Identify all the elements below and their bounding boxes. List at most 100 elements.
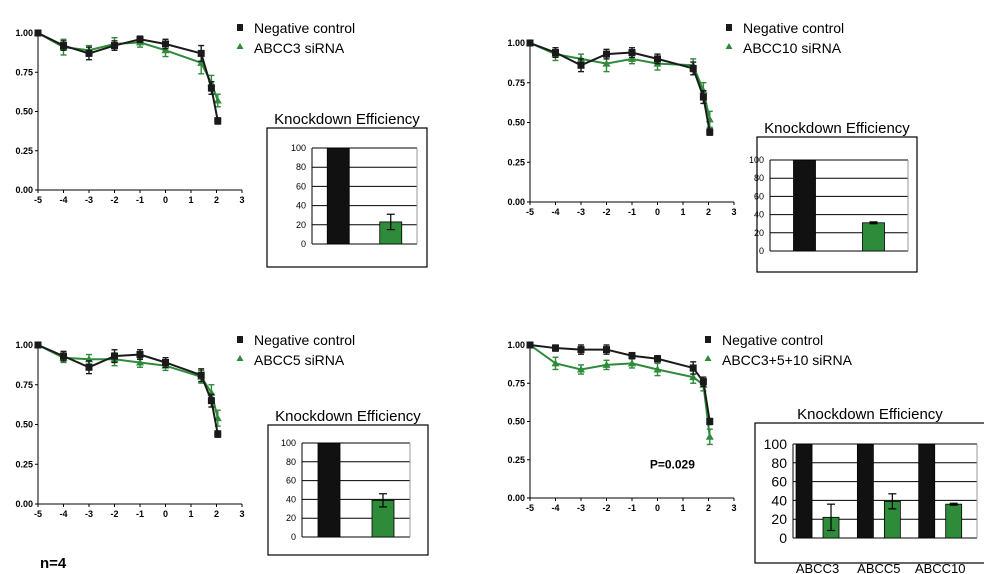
data-point: [603, 346, 610, 354]
y-tick-label: 0.75: [15, 67, 33, 77]
data-point: [552, 344, 559, 352]
x-tick-label: -3: [85, 195, 93, 205]
data-point: [689, 364, 697, 372]
data-point: [653, 365, 662, 373]
data-point: [689, 64, 697, 72]
legend-label: ABCC10 siRNA: [743, 40, 842, 56]
legend-label: Negative control: [254, 20, 355, 36]
legend-marker-treated: [236, 43, 244, 49]
knockdown-tick-label: 0: [301, 239, 306, 249]
knockdown-bar: [856, 443, 874, 539]
knockdown-tick-label: 0: [779, 530, 787, 546]
x-tick-label: 2: [214, 195, 219, 205]
data-point: [705, 432, 714, 440]
legend-label: ABCC3+5+10 siRNA: [722, 352, 853, 368]
legend-marker-treated: [725, 43, 733, 49]
knockdown-title: Knockdown Efficiency: [764, 120, 910, 137]
knockdown-bar: [317, 442, 341, 538]
x-tick-label: 0: [655, 503, 660, 513]
knockdown-tick-label: 40: [771, 492, 787, 508]
x-tick-label: -2: [602, 207, 610, 217]
legend-label: ABCC3 siRNA: [254, 40, 345, 56]
data-point: [654, 355, 661, 363]
y-tick-label: 0.00: [15, 185, 33, 195]
knockdown-tick-label: 80: [296, 162, 306, 172]
x-tick-label: 3: [731, 207, 736, 217]
y-tick-label: 0.25: [507, 455, 525, 465]
y-tick-label: 0.25: [507, 157, 525, 167]
series-line: [529, 344, 711, 437]
knockdown-frame: [267, 424, 429, 556]
data-point: [34, 29, 42, 37]
chart-panel: 0.00 0.25 0.50 0.75 1.00 -5 -4 -3 -2 -1 0 1 2 3 Negati…: [15, 332, 429, 556]
y-tick-label: 0.00: [15, 499, 33, 509]
data-point: [551, 359, 560, 367]
x-tick-label: -3: [577, 503, 585, 513]
legend-label: Negative control: [743, 20, 844, 36]
data-point: [111, 42, 118, 50]
x-tick-label: -4: [59, 509, 67, 519]
data-point: [207, 84, 215, 92]
y-tick-label: 1.00: [507, 340, 525, 350]
knockdown-category-label: ABCC5: [857, 561, 900, 574]
knockdown-tick-label: 80: [754, 173, 764, 183]
knockdown-inset: Knockdown Efficiency 0 20 40 60 80 100: [749, 120, 918, 273]
knockdown-tick-label: 20: [771, 511, 787, 527]
data-point: [111, 352, 118, 360]
data-point: [60, 352, 67, 360]
knockdown-tick-label: 60: [296, 181, 306, 191]
data-point: [85, 49, 93, 57]
knockdown-tick-label: 20: [286, 513, 296, 523]
y-tick-label: 0.50: [507, 417, 525, 427]
x-tick-label: 2: [214, 509, 219, 519]
data-point: [628, 352, 636, 360]
knockdown-tick-label: 20: [296, 220, 306, 230]
x-tick-label: -3: [85, 509, 93, 519]
knockdown-category-label: ABCC10: [915, 561, 966, 574]
knockdown-bar: [945, 503, 963, 539]
data-point: [526, 39, 534, 47]
x-tick-label: 0: [163, 195, 168, 205]
x-tick-label: 1: [680, 503, 685, 513]
data-point: [214, 117, 222, 125]
knockdown-bar: [795, 443, 813, 539]
legend-marker-control: [726, 24, 732, 31]
knockdown-bar: [918, 443, 936, 539]
x-tick-label: 0: [163, 509, 168, 519]
p-value-annotation: P=0.029: [650, 457, 695, 471]
data-point: [706, 418, 714, 425]
data-point: [197, 58, 206, 66]
sample-size-note: n=4: [40, 555, 67, 572]
knockdown-inset: Knockdown Efficiency 0 20 40 60 80 100 ABCC3 ABC…: [754, 406, 984, 574]
knockdown-tick-label: 80: [286, 457, 296, 467]
x-tick-label: 3: [239, 509, 244, 519]
knockdown-tick-label: 100: [764, 436, 788, 452]
data-point: [34, 341, 42, 349]
x-tick-label: -1: [136, 195, 144, 205]
legend-marker-treated: [704, 355, 712, 361]
y-tick-label: 0.75: [15, 380, 33, 390]
x-tick-label: 1: [188, 509, 193, 519]
knockdown-tick-label: 60: [286, 476, 296, 486]
data-point: [699, 93, 707, 101]
legend-marker-control: [705, 336, 711, 343]
data-point: [136, 351, 144, 359]
x-tick-label: 3: [239, 195, 244, 205]
data-point: [628, 54, 636, 62]
knockdown-tick-label: 60: [754, 191, 764, 201]
x-tick-label: -3: [577, 207, 585, 217]
knockdown-tick-label: 20: [754, 228, 764, 238]
data-point: [136, 35, 144, 43]
y-tick-label: 0.50: [507, 118, 525, 128]
chart-panel: 0.00 0.25 0.50 0.75 1.00 -5 -4 -3 -2 -1 0 1 2 3 Negati…: [507, 332, 984, 574]
legend-label: Negative control: [254, 332, 355, 348]
data-point: [689, 373, 698, 381]
y-tick-label: 1.00: [15, 28, 33, 38]
x-tick-label: 0: [655, 207, 660, 217]
data-point: [197, 49, 205, 57]
knockdown-tick-label: 40: [296, 201, 306, 211]
x-tick-label: -1: [628, 503, 636, 513]
y-tick-label: 0.75: [507, 78, 525, 88]
knockdown-tick-label: 100: [281, 438, 296, 448]
